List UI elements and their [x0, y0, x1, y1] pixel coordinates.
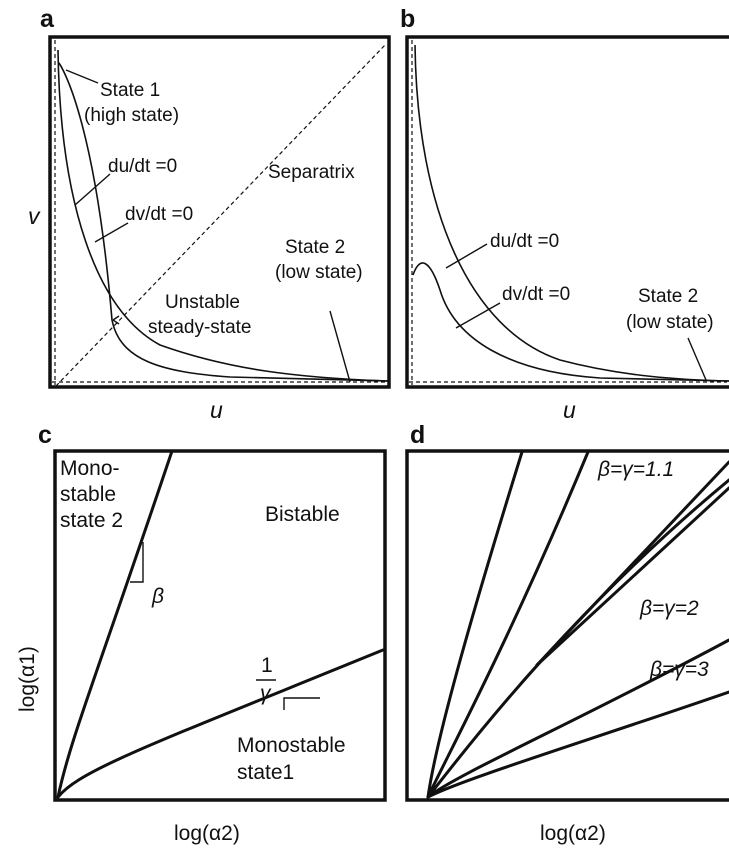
- panel-c-region-mono2-line3: state 2: [60, 509, 123, 532]
- panel-a-du-nullcline: [57, 49, 389, 382]
- panel-c: c Mono- stable state 2 Bistable Monostab…: [16, 421, 387, 845]
- panel-c-ylabel: log(α1): [16, 646, 39, 712]
- panel-c-beta-label: β: [151, 585, 164, 608]
- panel-a-state2-pointer: [329, 310, 351, 383]
- panel-a-state1-pointer: [65, 69, 99, 84]
- panel-d-wedge-lower: [535, 486, 729, 667]
- panel-c-region-mono1-line2: state1: [237, 761, 294, 784]
- panel-b-frame: [405, 35, 729, 389]
- panel-c-gamma-triangle: [283, 697, 320, 710]
- panel-a-unstable-marker: [112, 315, 120, 325]
- panel-a: a State 1 (high state) du/dt =0 dv/dt =0…: [28, 5, 391, 423]
- panel-b: b du/dt =0 dv/dt =0 State 2 (low state) …: [400, 5, 729, 423]
- panel-b-du-label: du/dt =0: [490, 231, 559, 252]
- panel-b-state2-pointer: [687, 337, 707, 381]
- panel-d-series-1-1-label: β=γ=1.1: [597, 458, 674, 481]
- panel-d-xlabel: log(α2): [540, 822, 606, 845]
- panel-a-letter: a: [40, 5, 55, 33]
- panel-d-wedge-upper: [535, 460, 729, 667]
- panel-a-frame: [48, 35, 391, 389]
- panel-a-dv-pointer: [94, 222, 129, 243]
- panel-a-du-label: du/dt =0: [108, 156, 177, 177]
- panel-d-line-2-lower: [426, 638, 729, 799]
- panel-c-frame: [53, 449, 387, 802]
- panel-c-xlabel: log(α2): [174, 822, 240, 845]
- panel-b-state2-label: State 2: [638, 286, 698, 307]
- panel-a-unstable-sublabel: steady-state: [148, 317, 252, 338]
- panel-b-du-pointer: [445, 243, 488, 269]
- panel-a-state1-sublabel: (high state): [84, 105, 179, 126]
- panel-d-series-2-label: β=γ=2: [639, 597, 699, 620]
- panel-d: d β=γ=1.1 β=γ=2 β=γ=3 log(α2): [405, 421, 729, 845]
- panel-c-region-mono2-line2: stable: [60, 483, 116, 506]
- panel-c-gamma-denominator: γ: [260, 682, 272, 705]
- panel-d-letter: d: [410, 421, 425, 449]
- panel-c-letter: c: [38, 421, 52, 449]
- panel-d-line-1-1-lower: [426, 450, 590, 799]
- panel-b-dv-pointer: [455, 302, 501, 329]
- panel-c-boundary-shallow: [56, 648, 385, 799]
- panel-a-xlabel: u: [210, 397, 223, 423]
- panel-a-dv-label: dv/dt =0: [125, 204, 193, 225]
- panel-c-region-mono2-line1: Mono-: [60, 457, 120, 480]
- panel-a-separatrix-label: Separatrix: [268, 162, 355, 183]
- panel-a-state1-label: State 1: [100, 80, 160, 101]
- panel-d-line-3: [426, 690, 729, 799]
- panel-b-dv-nullcline: [412, 262, 729, 382]
- panel-a-state2-sublabel: (low state): [275, 262, 363, 283]
- panel-b-dv-label: dv/dt =0: [502, 284, 570, 305]
- panel-d-line-1-1-upper: [426, 450, 524, 799]
- panel-a-unstable-label: Unstable: [165, 292, 240, 313]
- panel-b-letter: b: [400, 5, 415, 33]
- panel-d-line-2-upper: [426, 478, 729, 799]
- panel-c-region-bistable: Bistable: [265, 503, 340, 526]
- panel-d-series-3-label: β=γ=3: [649, 658, 709, 681]
- panel-c-region-mono1-line1: Monostable: [237, 734, 346, 757]
- panel-c-gamma-numerator: 1: [261, 654, 273, 677]
- panel-a-state2-label: State 2: [285, 237, 345, 258]
- panel-b-xlabel: u: [563, 397, 576, 423]
- panel-a-ylabel: v: [28, 203, 41, 229]
- panel-a-du-pointer: [74, 173, 111, 206]
- panel-a-separatrix-line: [55, 43, 387, 387]
- panel-b-state2-sublabel: (low state): [626, 312, 714, 333]
- panel-a-dv-nullcline: [57, 61, 389, 382]
- panel-c-boundary-steep: [56, 449, 174, 799]
- panel-b-du-nullcline: [414, 44, 729, 382]
- panel-c-beta-triangle: [130, 542, 144, 583]
- panel-d-frame: [405, 449, 729, 802]
